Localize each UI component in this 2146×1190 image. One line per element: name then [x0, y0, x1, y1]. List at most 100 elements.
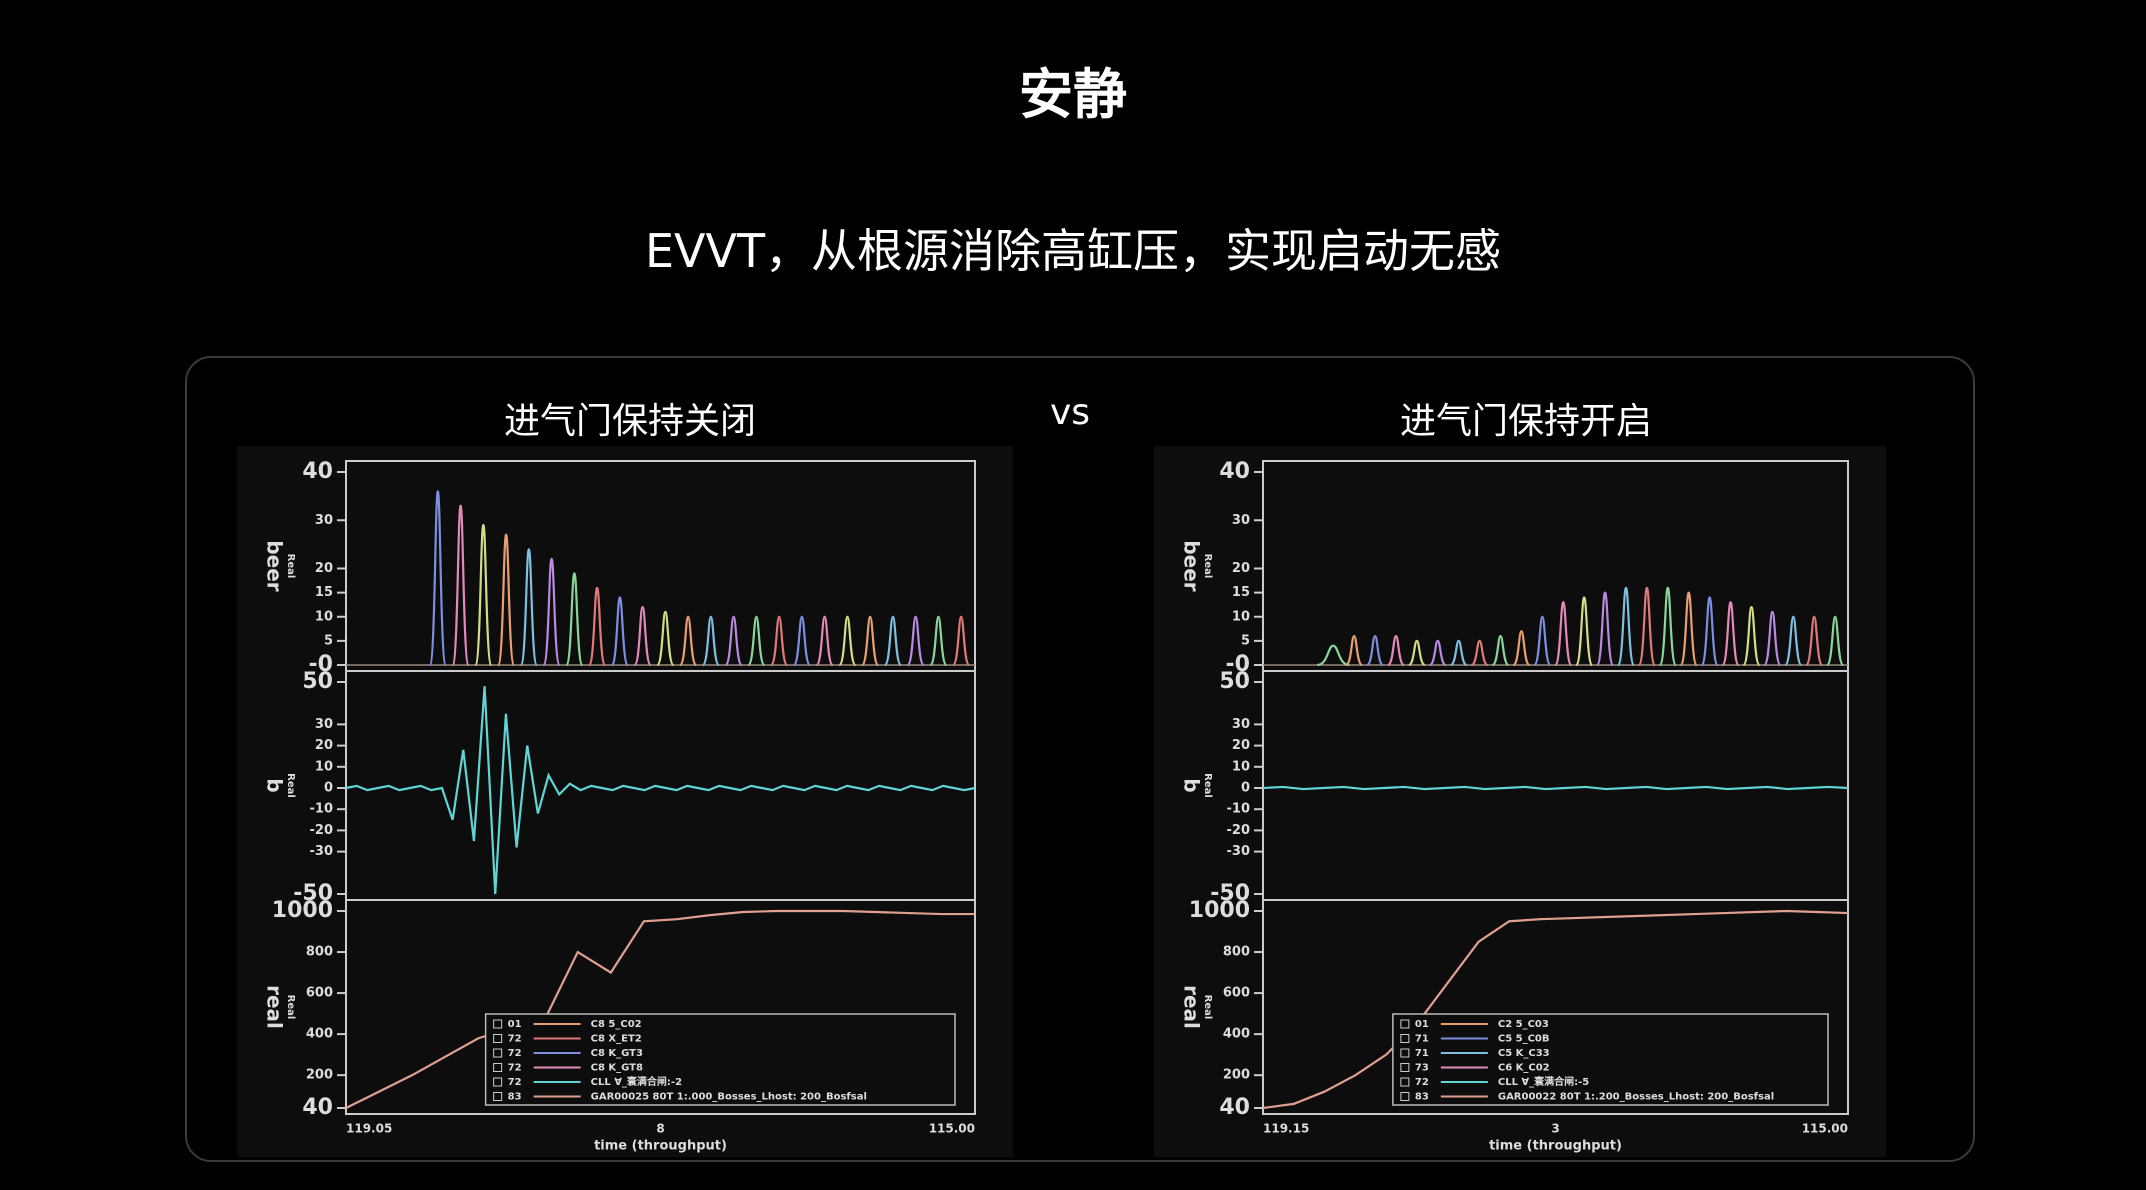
y-tick-label: -0: [1226, 652, 1250, 677]
peak: [1721, 601, 1740, 667]
y-tick-label: 20: [1232, 561, 1250, 576]
y-tick-label: -30: [310, 844, 334, 859]
legend-checkbox: [493, 1019, 503, 1029]
y-axis-sublabel: Real: [285, 554, 296, 579]
legend-entry: C8 X_ET2: [591, 1034, 642, 1045]
legend-id: 72: [508, 1063, 522, 1074]
subtitle: EVVT，从根源消除高缸压，实现启动无感: [644, 224, 1502, 278]
x-tick-label: 115.00: [1802, 1122, 1848, 1136]
legend-id: 01: [508, 1019, 522, 1030]
legend-checkbox: [1400, 1092, 1410, 1101]
y-tick-label: 600: [1223, 986, 1250, 1001]
peak: [1784, 615, 1803, 667]
peak: [610, 596, 629, 667]
peak: [1512, 630, 1531, 667]
peak: [1533, 615, 1552, 667]
y-tick-label: 40: [1219, 1095, 1250, 1120]
legend-id: 72: [508, 1048, 522, 1059]
y-tick-label: 400: [1223, 1027, 1250, 1042]
y-tick-label: 5: [1241, 633, 1250, 648]
legend-id: 72: [508, 1077, 522, 1088]
title: 安静: [1019, 63, 1127, 126]
y-tick-label: -50: [293, 881, 333, 906]
y-tick-label: 10: [315, 759, 333, 774]
legend-box: [1392, 1013, 1829, 1106]
peak: [1366, 634, 1384, 667]
y-tick-label: 20: [1232, 738, 1250, 753]
peak: [1826, 615, 1845, 667]
y-tick-label: 10: [1232, 609, 1250, 624]
peak: [724, 615, 743, 667]
legend-checkbox: [493, 1077, 503, 1087]
peak: [1679, 591, 1698, 667]
speed-line: [1262, 909, 1849, 1110]
legend-entry: CLL ∀_寰满合闸:-5: [1498, 1075, 1589, 1088]
peak: [792, 615, 811, 667]
peak: [1763, 610, 1782, 667]
peak: [679, 615, 698, 667]
peak: [1616, 586, 1636, 667]
y-tick-label: 200: [1223, 1068, 1250, 1083]
y-tick-label: 40: [1219, 459, 1250, 484]
peak: [1554, 601, 1573, 667]
peak: [633, 605, 652, 667]
x-axis-label: time (throughput): [594, 1139, 727, 1154]
y-axis-sublabel: Real: [285, 995, 296, 1020]
x-tick-label: 8: [656, 1122, 664, 1136]
y-tick-label: 10: [315, 609, 333, 624]
y-tick-label: 10: [1232, 759, 1250, 774]
y-tick-label: -10: [310, 802, 334, 817]
y-tick-label: 30: [1232, 717, 1250, 732]
y-tick-label: 800: [306, 945, 333, 960]
legend-entry: C2 5_C03: [1498, 1019, 1549, 1030]
peak: [1387, 634, 1405, 667]
x-axis-label: time (throughput): [1489, 1139, 1622, 1154]
legend-id: 73: [1415, 1063, 1429, 1074]
legend-id: 01: [1415, 1019, 1429, 1030]
peak: [952, 615, 971, 667]
legend-id: 83: [508, 1092, 522, 1103]
y-axis-label: beer: [1180, 540, 1204, 591]
y-tick-label: 5: [324, 633, 333, 648]
peak: [1637, 586, 1656, 667]
legend-checkbox: [1400, 1019, 1410, 1029]
legend-box: [484, 1013, 956, 1106]
y-tick-label: -30: [1227, 844, 1251, 859]
peak: [1471, 639, 1489, 667]
y-tick-label: 30: [315, 513, 333, 528]
peak: [1450, 639, 1468, 667]
peak: [497, 533, 516, 667]
peak: [838, 615, 857, 667]
legend-entry: GAR00022 80T 1:.200_Bosses_Lhost: 200_Bo…: [1498, 1092, 1774, 1103]
y-tick-label: 30: [315, 717, 333, 732]
peak: [1316, 644, 1350, 667]
legend-entry: CLL ∀_寰满合闸:-2: [591, 1075, 682, 1088]
vs-label: vs: [1049, 392, 1091, 433]
y-tick-label: 0: [324, 781, 333, 796]
peak: [883, 615, 902, 667]
legend-entry: C8 K_GT3: [591, 1048, 643, 1059]
right-label: 进气门保持开启: [1399, 401, 1653, 442]
y-axis-label: b: [1180, 778, 1204, 792]
peak: [1408, 639, 1426, 667]
peak: [1805, 615, 1824, 667]
y-tick-label: 400: [306, 1027, 333, 1042]
peak: [1595, 591, 1615, 667]
peak: [747, 615, 766, 667]
peak: [656, 610, 675, 667]
legend-entry: GAR00025 80T 1:.000_Bosses_Lhost: 200_Bo…: [591, 1092, 867, 1103]
y-tick-label: 15: [315, 585, 333, 600]
legend-checkbox: [1400, 1034, 1410, 1043]
y-axis-sublabel: Real: [1202, 773, 1213, 798]
legend-checkbox: [1400, 1063, 1410, 1072]
x-tick-label: 119.05: [346, 1122, 392, 1136]
y-axis-label: b: [263, 778, 287, 792]
y-tick-label: 15: [1232, 585, 1250, 600]
peak: [519, 548, 538, 667]
legend-entry: C6 K_C02: [1498, 1063, 1550, 1074]
legend-id: 83: [1415, 1092, 1429, 1103]
peak: [815, 615, 834, 667]
peak: [1742, 605, 1761, 667]
y-tick-label: 0: [1241, 781, 1250, 796]
